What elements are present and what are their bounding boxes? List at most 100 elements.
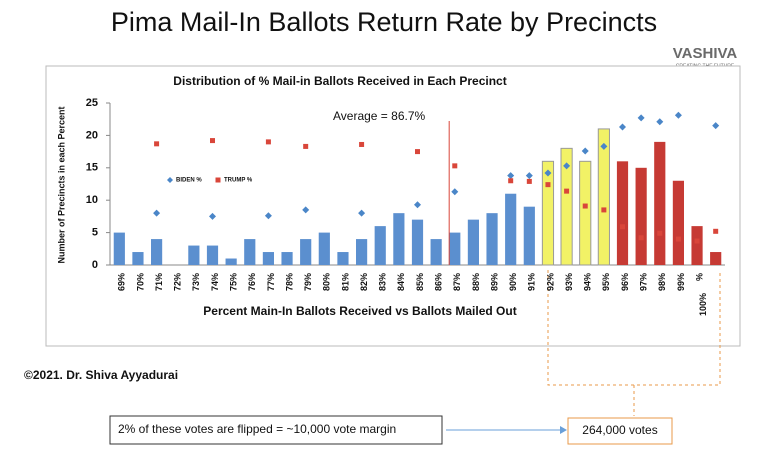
- trump-marker: [545, 182, 551, 188]
- bar: [281, 252, 293, 265]
- bar: [710, 252, 722, 265]
- x-tick-label: 78%: [284, 273, 294, 291]
- trump-marker: [452, 163, 458, 169]
- bar: [132, 252, 144, 265]
- legend-label: TRUMP %: [224, 178, 253, 184]
- bar: [672, 180, 684, 265]
- y-tick-label: 25: [86, 97, 98, 109]
- trump-marker: [303, 143, 309, 149]
- biden-marker: [451, 188, 459, 196]
- biden-marker: [712, 122, 720, 130]
- bar: [523, 206, 535, 265]
- x-tick-label: 71%: [154, 273, 164, 291]
- x-tick-label: 76%: [247, 273, 257, 291]
- biden-marker: [619, 123, 626, 131]
- y-axis-label: Number of Precincts in each Percent: [56, 106, 66, 263]
- biden-marker: [209, 212, 216, 220]
- trump-marker: [415, 149, 420, 155]
- bar: [560, 147, 573, 266]
- x-tick-label: 77%: [266, 273, 276, 291]
- x-tick-label: 74%: [210, 273, 220, 291]
- trump-marker: [265, 139, 271, 145]
- bar: [411, 219, 424, 265]
- slide-title: Pima Mail-In Ballots Return Rate by Prec…: [111, 7, 657, 37]
- total-box: [567, 417, 673, 445]
- bar: [188, 245, 200, 265]
- bar: [579, 160, 592, 266]
- x-tick-label: 83%: [378, 273, 388, 291]
- x-tick-label: 85%: [415, 273, 425, 291]
- biden-marker: [581, 147, 589, 155]
- x-tick-label: 100%: [698, 293, 708, 316]
- y-tick-label: 0: [92, 259, 98, 271]
- biden-marker: [637, 114, 645, 122]
- x-tick-label: 72%: [173, 273, 183, 291]
- x-tick-label: 69%: [117, 273, 127, 291]
- trump-marker: [601, 207, 607, 213]
- bar: [467, 219, 479, 265]
- x-tick-label: 95%: [601, 273, 611, 291]
- trump-marker: [675, 236, 681, 242]
- bracket: [547, 270, 721, 416]
- bar: [356, 239, 368, 265]
- biden-marker: [302, 206, 310, 214]
- x-tick-label: 94%: [583, 273, 593, 291]
- bar: [113, 232, 125, 265]
- trump-marker: [154, 141, 160, 147]
- y-tick-label: 5: [92, 227, 98, 239]
- x-tick-label: 90%: [508, 273, 518, 291]
- total: 264,000 votes: [582, 423, 657, 437]
- x-tick-label: 91%: [527, 273, 537, 291]
- x-tick-label: 84%: [396, 273, 406, 291]
- trump-marker: [508, 178, 514, 184]
- bar: [541, 160, 555, 266]
- biden-marker: [674, 111, 682, 119]
- bar: [654, 141, 666, 265]
- bar: [691, 226, 703, 265]
- x-tick-label: 89%: [489, 273, 499, 291]
- legend-marker: [215, 177, 221, 183]
- x-tick-label: 98%: [657, 273, 667, 291]
- biden-marker: [656, 118, 664, 126]
- trump-marker: [638, 235, 644, 241]
- x-tick-label: 92%: [545, 273, 555, 291]
- x-tick-label: 75%: [229, 273, 239, 291]
- trump-marker: [526, 178, 532, 184]
- trump-marker: [657, 230, 663, 236]
- x-tick-label: 87%: [452, 273, 462, 291]
- x-tick-label: 79%: [303, 273, 313, 291]
- x-tick-label: 73%: [191, 273, 201, 291]
- logo: VASHIVA: [673, 45, 738, 62]
- biden-marker: [264, 212, 272, 220]
- y-tick-label: 10: [86, 194, 98, 206]
- trump-marker: [694, 238, 700, 244]
- bar: [505, 193, 517, 265]
- biden-marker: [414, 201, 421, 209]
- bar: [616, 161, 629, 265]
- x-tick-label: 88%: [471, 273, 481, 291]
- x-tick-label: %: [694, 273, 704, 281]
- x-tick-label: 70%: [135, 273, 145, 291]
- trump-marker: [582, 203, 588, 209]
- bar: [225, 258, 237, 265]
- biden-marker: [544, 169, 552, 177]
- x-tick-label: 82%: [359, 273, 369, 291]
- bar: [597, 128, 610, 266]
- y-tick-label: 20: [86, 129, 98, 141]
- bar: [393, 213, 405, 265]
- bar: [206, 245, 219, 265]
- legend-label: BIDEN %: [176, 178, 202, 184]
- trump-marker: [359, 141, 365, 147]
- biden-marker: [153, 209, 161, 217]
- biden-marker: [358, 209, 366, 217]
- chart-title: Distribution of % Mail-in Ballots Receiv…: [173, 74, 506, 88]
- bar: [337, 252, 349, 265]
- note: 2% of these votes are flipped = ~10,000 …: [118, 422, 396, 436]
- bar: [486, 213, 498, 265]
- trump-marker: [564, 188, 570, 194]
- bar: [374, 226, 386, 265]
- bar: [300, 239, 312, 265]
- biden-marker: [507, 172, 515, 180]
- average-label: Average = 86.7%: [333, 109, 426, 123]
